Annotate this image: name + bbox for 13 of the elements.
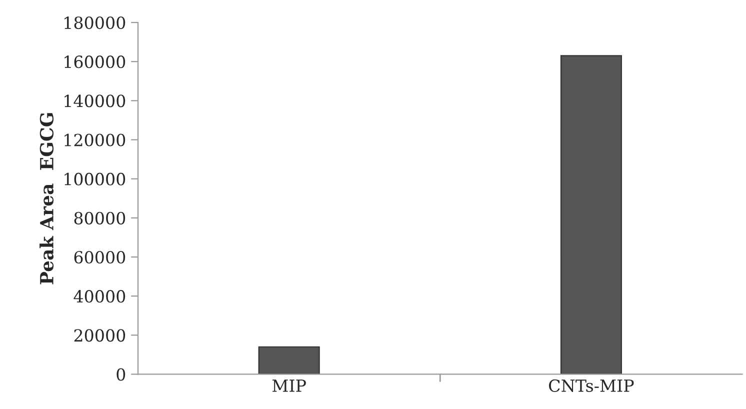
y-tick-label: 180000 [64, 16, 126, 30]
y-tick-label: 100000 [64, 172, 126, 186]
x-tick-label: CNTs-MIP [548, 379, 634, 392]
y-tick-label: 40000 [74, 290, 126, 303]
y-tick-label: 120000 [64, 134, 126, 146]
y-tick-label: 80000 [74, 212, 126, 224]
y-axis-title: Peak Area EGCG [40, 113, 54, 284]
y-tick-label: 20000 [74, 329, 126, 342]
y-tick-label: 0 [116, 368, 126, 381]
x-tick-label: MIP [272, 380, 306, 392]
y-tick-label: 160000 [64, 56, 126, 68]
y-tick-label: 60000 [74, 250, 126, 264]
y-tick-label: 140000 [64, 94, 126, 108]
